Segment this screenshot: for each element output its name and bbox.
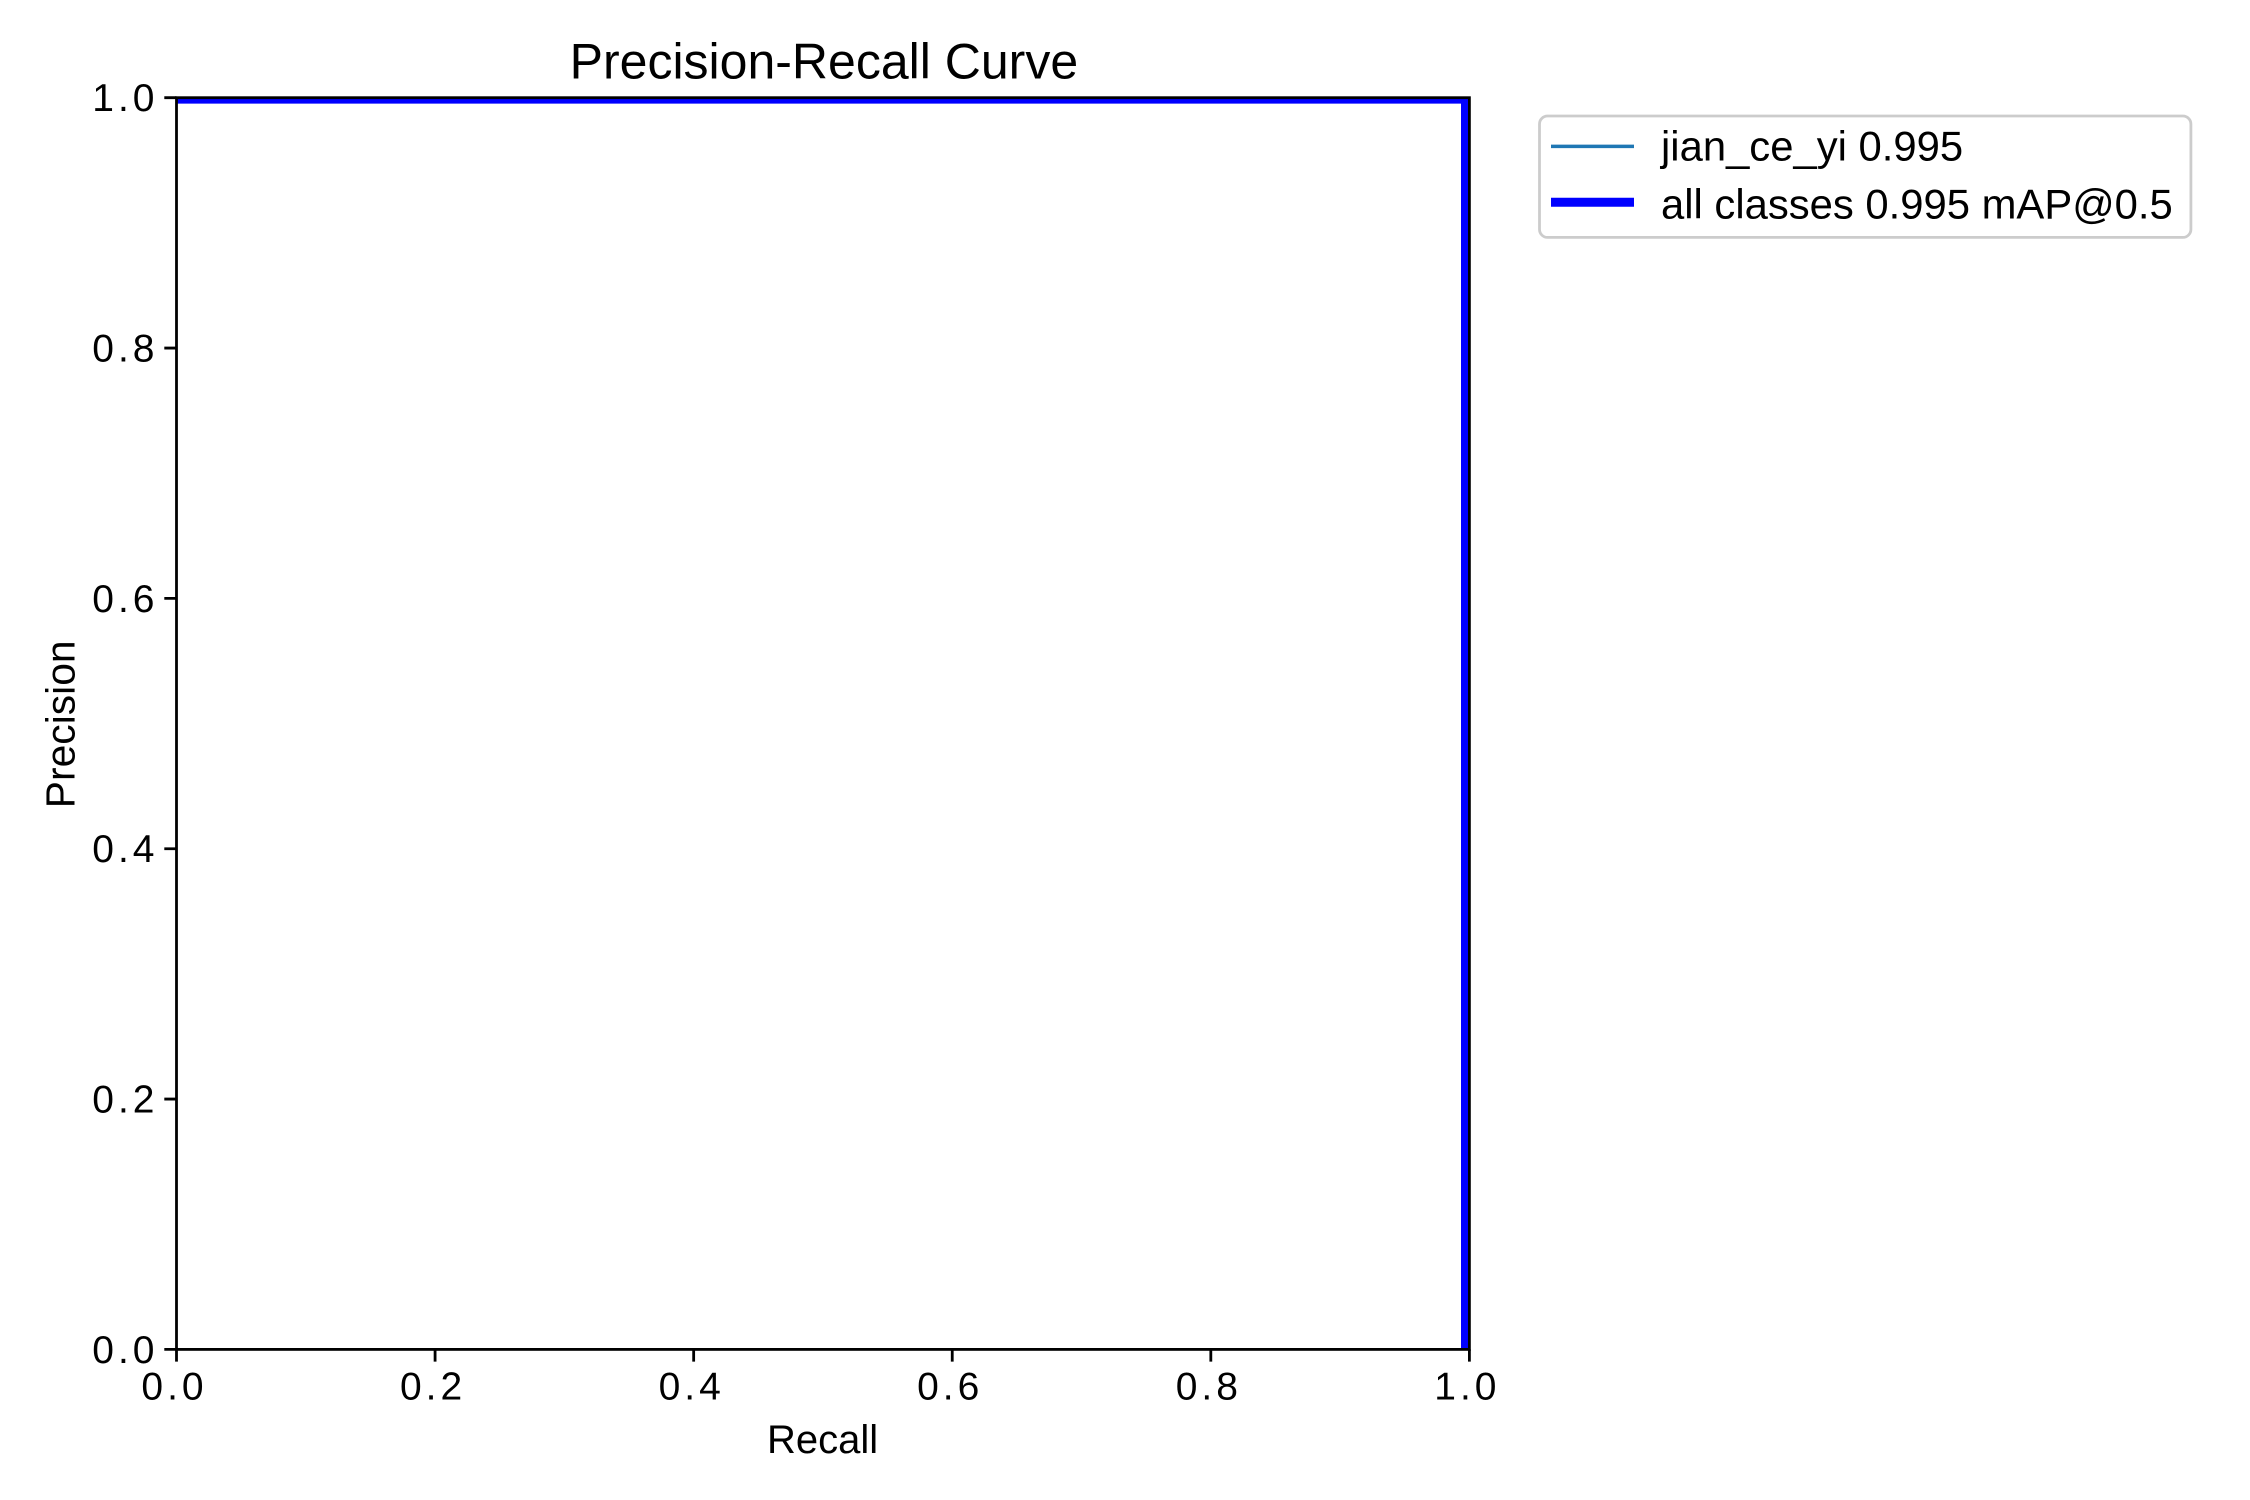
- svg-text:0.0: 0.0: [141, 1366, 207, 1409]
- svg-text:Precision-Recall Curve: Precision-Recall Curve: [570, 33, 1079, 89]
- svg-text:0.4: 0.4: [659, 1366, 725, 1409]
- svg-text:0.0: 0.0: [92, 1329, 158, 1372]
- svg-text:0.2: 0.2: [92, 1079, 158, 1122]
- svg-text:0.8: 0.8: [1176, 1366, 1242, 1409]
- svg-text:0.4: 0.4: [92, 828, 158, 871]
- svg-text:Precision: Precision: [38, 640, 84, 808]
- svg-text:1.0: 1.0: [1434, 1366, 1500, 1409]
- svg-text:Recall: Recall: [767, 1418, 878, 1462]
- svg-text:0.6: 0.6: [92, 578, 158, 621]
- svg-text:0.6: 0.6: [917, 1366, 983, 1409]
- svg-text:0.8: 0.8: [92, 328, 158, 371]
- svg-text:jian_ce_yi 0.995: jian_ce_yi 0.995: [1659, 123, 1963, 170]
- svg-text:all classes 0.995 mAP@0.5: all classes 0.995 mAP@0.5: [1661, 181, 2173, 228]
- svg-text:1.0: 1.0: [92, 77, 158, 120]
- svg-text:0.2: 0.2: [400, 1366, 466, 1409]
